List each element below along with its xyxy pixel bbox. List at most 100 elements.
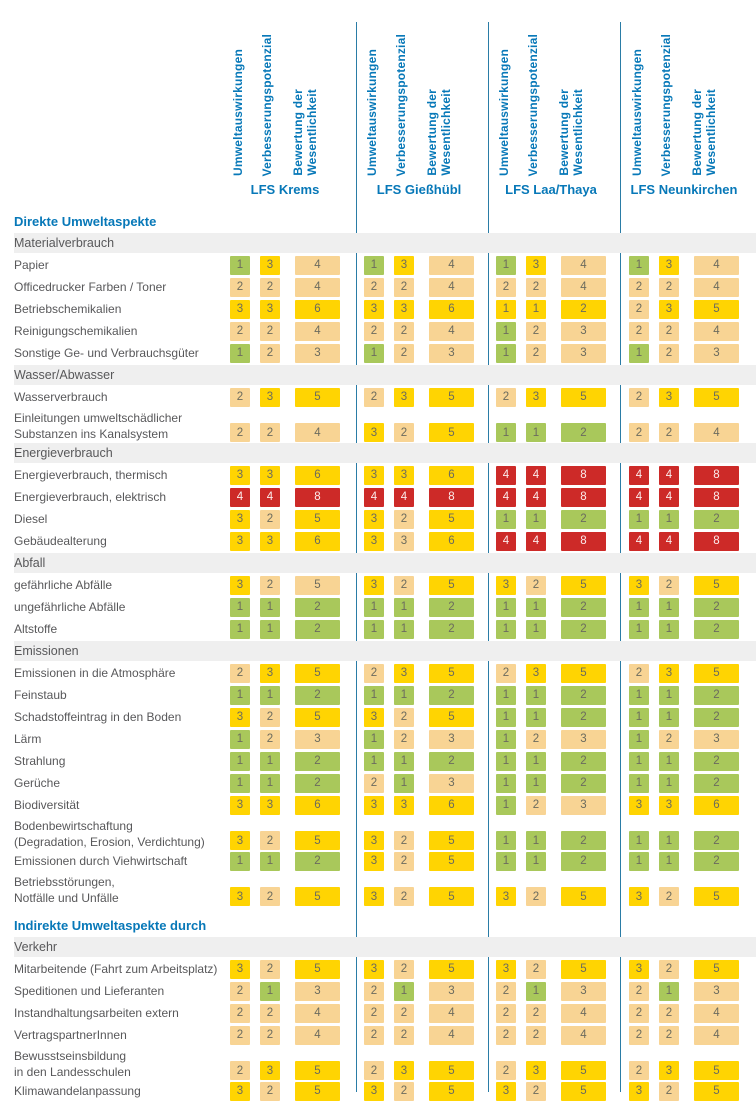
category-band-label: Emissionen <box>14 644 79 658</box>
score-chip: 5 <box>295 707 340 727</box>
score-chip: 2 <box>526 277 546 297</box>
score-chip: 5 <box>295 663 340 683</box>
score-chip: 8 <box>694 531 739 551</box>
score-chip: 3 <box>526 663 546 683</box>
score-chip: 2 <box>364 663 384 683</box>
score-chip: 3 <box>230 959 250 979</box>
score-chip: 1 <box>496 619 516 639</box>
score-chip: 5 <box>429 387 474 407</box>
table-row: Emissionen durch Viehwirtschaft 1 1 2 3 2 5 1 1 2… <box>14 850 756 872</box>
score-chip: 2 <box>659 959 679 979</box>
score-chip: 5 <box>561 887 606 906</box>
score-chip: 2 <box>629 387 649 407</box>
column-header: Umweltauswirkungen <box>630 49 644 176</box>
score-chip: 2 <box>230 423 250 442</box>
row-label: Strahlung <box>14 754 66 768</box>
score-chip: 6 <box>429 531 474 551</box>
score-chip: 8 <box>561 531 606 551</box>
score-chip: 1 <box>364 729 384 749</box>
score-chip: 2 <box>694 773 739 793</box>
score-chip: 2 <box>659 1025 679 1045</box>
score-chip: 2 <box>526 1081 546 1101</box>
score-chip: 2 <box>295 597 340 617</box>
score-chip: 2 <box>561 423 606 442</box>
score-chip: 1 <box>526 851 546 871</box>
row-label: Lärm <box>14 732 42 746</box>
score-chip: 2 <box>496 277 516 297</box>
score-chip: 3 <box>364 299 384 319</box>
score-chip: 2 <box>561 773 606 793</box>
score-chip: 3 <box>364 707 384 727</box>
table-row: Wasserverbrauch 2 3 5 2 3 5 2 3 5 2 3 5 <box>14 386 756 408</box>
score-chip: 2 <box>629 299 649 319</box>
score-chip: 1 <box>629 685 649 705</box>
score-chip: 1 <box>260 597 280 617</box>
score-chip: 4 <box>629 531 649 551</box>
score-chip: 3 <box>394 1061 414 1080</box>
score-chip: 2 <box>659 1081 679 1101</box>
score-chip: 2 <box>260 343 280 363</box>
score-chip: 3 <box>260 255 280 275</box>
score-chip: 2 <box>230 277 250 297</box>
score-chip: 4 <box>295 277 340 297</box>
score-chip: 3 <box>561 729 606 749</box>
score-chip: 1 <box>526 981 546 1001</box>
score-chip: 2 <box>694 751 739 771</box>
score-chip: 1 <box>526 751 546 771</box>
table-row: VertragspartnerInnen 2 2 4 2 2 4 2 2 4 2 2 4 <box>14 1024 756 1046</box>
column-header: Bewertung der Wesentlichkeit <box>425 89 453 176</box>
score-chip: 3 <box>526 255 546 275</box>
score-chip: 2 <box>394 851 414 871</box>
table-row: Sonstige Ge- und Verbrauchsgüter 1 2 3 1 2 3 1 2… <box>14 342 756 364</box>
score-chip: 1 <box>496 685 516 705</box>
score-chip: 2 <box>260 1081 280 1101</box>
table-row: Papier 1 3 4 1 3 4 1 3 4 1 3 4 <box>14 254 756 276</box>
row-label: Klimawandelanpassung <box>14 1084 141 1098</box>
score-chip: 2 <box>260 959 280 979</box>
table-row: Instandhaltungsarbeiten extern 2 2 4 2 2 4 2 2 4 2… <box>14 1002 756 1024</box>
score-chip: 4 <box>561 1025 606 1045</box>
score-chip: 4 <box>659 487 679 507</box>
score-chip: 1 <box>496 751 516 771</box>
table-row: Emissionen in die Atmosphäre 2 3 5 2 3 5 2 3 5 2 3 5 <box>14 662 756 684</box>
score-chip: 4 <box>561 255 606 275</box>
score-chip: 1 <box>496 321 516 341</box>
score-chip: 1 <box>629 751 649 771</box>
score-chip: 2 <box>629 1003 649 1023</box>
row-label: gefährliche Abfälle <box>14 578 113 592</box>
score-chip: 5 <box>429 851 474 871</box>
score-chip: 1 <box>230 729 250 749</box>
score-chip: 2 <box>394 277 414 297</box>
score-chip: 2 <box>394 1025 414 1045</box>
score-chip: 5 <box>295 1061 340 1080</box>
score-chip: 2 <box>364 387 384 407</box>
score-chip: 3 <box>394 299 414 319</box>
column-header: Verbesserungspotenzial <box>260 33 274 176</box>
